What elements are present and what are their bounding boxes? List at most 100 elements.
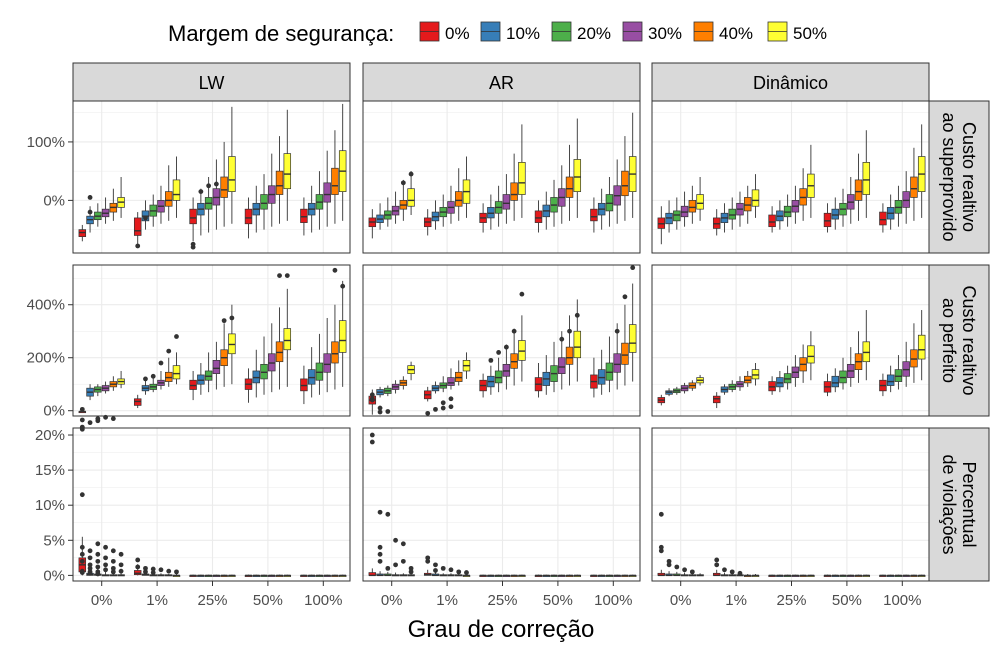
panel-bg: [363, 428, 640, 581]
legend-item: 0%: [419, 21, 470, 43]
box: [613, 323, 621, 390]
box: [197, 363, 205, 395]
y-tick-label: 15%: [35, 462, 65, 479]
box: [744, 370, 752, 387]
box: [487, 194, 495, 230]
outlier-point: [369, 439, 375, 445]
box-body: [331, 167, 339, 195]
box: [657, 206, 666, 245]
box: [534, 363, 543, 398]
x-tick-label: 25%: [776, 592, 806, 609]
outlier-point: [658, 548, 664, 554]
box-body: [613, 353, 621, 373]
outlier-point: [79, 426, 85, 432]
box: [847, 347, 855, 387]
facet-panel: [362, 427, 641, 582]
x-tick-label: 1%: [436, 592, 458, 609]
box-body: [565, 346, 574, 365]
box: [212, 341, 221, 390]
box: [696, 374, 704, 386]
box: [879, 203, 887, 233]
box: [300, 574, 308, 577]
box: [439, 573, 447, 577]
box: [510, 153, 518, 221]
outlier-point: [400, 541, 406, 547]
box: [431, 381, 440, 394]
box-body: [165, 191, 173, 207]
facet-panel: [651, 264, 930, 417]
outlier-point: [118, 551, 124, 557]
outlier-point: [448, 404, 454, 410]
facet-panel: [651, 427, 930, 582]
box: [720, 384, 729, 395]
box: [133, 394, 142, 409]
box-body: [172, 179, 181, 201]
column-strip-bg: [72, 62, 351, 102]
box: [768, 206, 776, 233]
panel-bg: [652, 265, 929, 416]
box-body: [768, 214, 776, 228]
outlier-point: [622, 294, 628, 300]
outlier-point: [103, 562, 108, 568]
box: [220, 323, 228, 387]
column-strip-label: AR: [489, 73, 514, 93]
box: [534, 200, 543, 233]
box-body: [323, 182, 331, 203]
box-body: [744, 197, 752, 212]
outlier-point: [87, 209, 93, 215]
box: [665, 200, 673, 233]
box: [917, 124, 926, 218]
outlier-point: [377, 544, 383, 550]
y-tick-label: 10%: [35, 497, 65, 514]
outlier-point: [158, 567, 164, 573]
box: [597, 349, 606, 395]
outlier-point: [95, 541, 101, 547]
box: [831, 574, 839, 577]
box: [141, 378, 150, 395]
box: [431, 200, 440, 230]
box: [917, 574, 926, 577]
x-tick-label: 25%: [197, 592, 227, 609]
outlier-point: [369, 432, 375, 438]
outlier-point: [174, 569, 179, 575]
box: [331, 304, 339, 390]
legend-item: 50%: [767, 21, 827, 43]
box: [391, 380, 400, 394]
outlier-point: [79, 417, 85, 423]
box: [751, 573, 760, 577]
outlier-point: [110, 416, 116, 422]
x-tick-label: 100%: [883, 592, 921, 609]
box: [479, 574, 487, 577]
outlier-point: [488, 357, 494, 363]
box: [791, 355, 800, 387]
box: [665, 388, 673, 397]
box: [338, 280, 347, 387]
box-body: [447, 377, 455, 386]
outlier-point: [221, 318, 227, 324]
legend: Margem de segurança: 0% 10% 20% 30% 40% 50%: [168, 21, 827, 46]
outlier-point: [135, 564, 141, 570]
box: [462, 156, 471, 218]
legend-title: Margem de segurança:: [168, 21, 394, 46]
box-body: [300, 208, 308, 223]
box: [268, 153, 276, 227]
box-body: [558, 357, 566, 374]
outlier-point: [95, 569, 101, 575]
box: [910, 574, 918, 577]
box: [894, 355, 903, 390]
outlier-point: [385, 511, 391, 517]
box: [573, 118, 582, 218]
box: [331, 574, 339, 577]
box: [252, 185, 260, 233]
outlier-point: [166, 348, 172, 354]
box: [307, 574, 316, 577]
box: [886, 365, 895, 393]
outlier-point: [229, 315, 235, 321]
box: [712, 209, 721, 236]
x-tick-label: 1%: [146, 592, 168, 609]
legend-item: 10%: [480, 21, 540, 43]
box: [665, 571, 673, 577]
box: [550, 179, 558, 227]
box-body: [133, 570, 142, 576]
box: [94, 384, 102, 397]
